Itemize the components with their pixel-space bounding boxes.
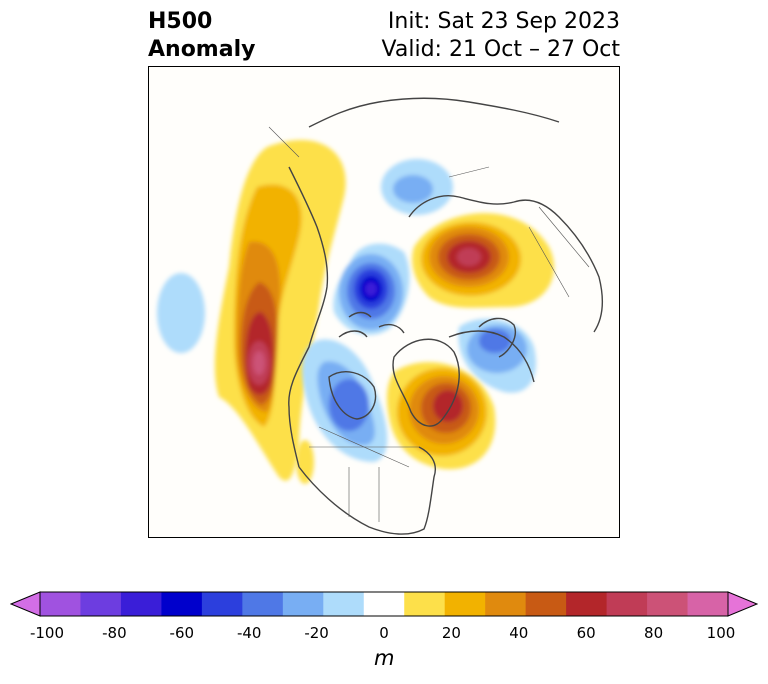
colorbar-segment — [201, 592, 243, 616]
colorbar-frame — [39, 591, 729, 617]
anomaly-map — [148, 66, 620, 538]
colorbar-tick-label: 40 — [509, 624, 529, 642]
ridge-asia — [412, 213, 555, 308]
colorbar-segment — [282, 592, 324, 616]
colorbar-tick-label: 0 — [379, 624, 389, 642]
colorbar-segment — [566, 592, 608, 616]
colorbar-tick-label: -20 — [304, 624, 329, 642]
colorbar-segment — [40, 592, 81, 616]
colorbar-tick-label: 100 — [706, 624, 736, 642]
colorbar-tick-label: -60 — [169, 624, 195, 642]
trough-north-pacific — [157, 273, 205, 353]
colorbar-unit: m — [374, 646, 395, 670]
date-info: Init: Sat 23 Sep 2023 Valid: 21 Oct – 27… — [382, 8, 620, 64]
colorbar-segment — [404, 592, 446, 616]
colorbar-tick-label: 20 — [441, 624, 461, 642]
valid-range: Valid: 21 Oct – 27 Oct — [381, 37, 620, 62]
trough-europe — [458, 318, 536, 393]
colorbar-segment — [525, 592, 567, 616]
colorbar-segment — [80, 592, 122, 616]
colorbar-segment — [485, 592, 527, 616]
colorbar-segment — [647, 592, 689, 616]
colorbar-tick-label: -40 — [236, 624, 262, 642]
colorbar-tick-label: 60 — [576, 624, 596, 642]
colorbar-tick-label: 80 — [644, 624, 664, 642]
ridge-us-east-tail — [296, 440, 314, 484]
borders — [268, 126, 590, 522]
ridge-north-atlantic — [386, 362, 496, 470]
colorbar-segment — [444, 592, 486, 616]
colorbar-tick-label: -100 — [29, 624, 65, 642]
map-svg — [149, 67, 619, 537]
trough-arctic — [333, 243, 410, 335]
ridge-west-north-america — [214, 140, 346, 481]
colorbar-extend-min — [10, 591, 41, 617]
map-title: H500 Anomaly — [148, 8, 255, 64]
trough-central-canada — [302, 339, 388, 462]
colorbar-segment — [606, 592, 648, 616]
trough-siberia — [381, 159, 453, 215]
colorbar-segment — [161, 592, 203, 616]
colorbar-segment — [363, 592, 405, 616]
title-line-1: H500 — [148, 9, 213, 34]
colorbar-tick-label: -80 — [102, 624, 127, 642]
colorbar-segment — [323, 592, 365, 616]
init-date: Init: Sat 23 Sep 2023 — [387, 9, 620, 34]
colorbar-segment — [242, 592, 284, 616]
title-line-2: Anomaly — [148, 37, 256, 62]
colorbar — [10, 591, 758, 617]
colorbar-segment — [687, 592, 729, 616]
colorbar-segment — [120, 592, 162, 616]
colorbar-extend-max — [727, 591, 758, 617]
coastlines — [288, 97, 603, 535]
